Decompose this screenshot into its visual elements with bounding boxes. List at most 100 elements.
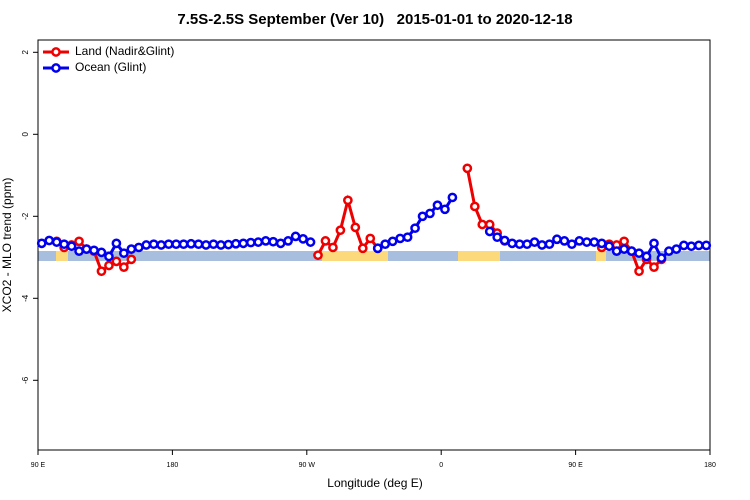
data-point: [126, 244, 137, 254]
data-point: [544, 239, 555, 250]
data-point: [596, 238, 607, 249]
data-point: [529, 237, 540, 247]
data-point: [111, 238, 122, 249]
data-point: [201, 240, 211, 250]
data-point: [372, 243, 383, 254]
data-point: [141, 240, 152, 250]
data-point: [365, 233, 376, 244]
data-point: [440, 204, 450, 215]
x-tick-label: 180: [704, 462, 716, 469]
y-axis-label: XCO2 - MLO trend (ppm): [0, 178, 14, 313]
data-point: [133, 242, 144, 253]
data-point: [156, 240, 167, 250]
data-point: [104, 251, 114, 262]
data-point: [417, 211, 428, 222]
data-point: [320, 236, 331, 246]
data-point: [253, 237, 264, 247]
data-point: [507, 238, 517, 249]
data-point: [634, 266, 644, 277]
legend-label: Land (Nadir&Glint): [75, 44, 174, 58]
data-point: [402, 232, 413, 243]
data-point: [641, 251, 652, 262]
x-axis-label: Longitude (deg E): [327, 476, 422, 490]
data-point: [178, 239, 189, 250]
data-point: [357, 243, 368, 254]
data-point: [552, 234, 562, 245]
y-tick-label: -2: [21, 212, 30, 220]
data-point: [686, 241, 697, 252]
data-point: [679, 240, 689, 251]
data-point: [656, 253, 667, 263]
data-point: [245, 237, 256, 248]
data-point: [432, 200, 443, 211]
data-point: [395, 233, 405, 244]
x-tick-label: 0: [439, 462, 443, 469]
data-point: [44, 235, 55, 246]
data-point: [74, 246, 84, 256]
data-point: [693, 240, 704, 251]
land-strip: [56, 251, 68, 261]
data-point: [559, 236, 570, 246]
data-point: [380, 239, 391, 250]
y-tick-label: -6: [21, 376, 30, 384]
data-point: [238, 238, 249, 249]
legend-marker: [51, 47, 61, 57]
data-point: [268, 236, 279, 247]
y-tick-label: -4: [21, 294, 30, 302]
data-point: [89, 245, 99, 256]
data-point: [328, 242, 338, 253]
data-point: [626, 246, 637, 256]
data-point: [74, 236, 84, 247]
data-point: [119, 262, 129, 272]
land-strip: [458, 251, 500, 261]
data-point: [634, 248, 644, 259]
land-strip: [596, 251, 606, 261]
data-point: [499, 235, 510, 246]
data-point: [589, 237, 600, 247]
data-point: [171, 239, 181, 250]
data-point: [335, 225, 346, 236]
data-point: [574, 236, 585, 246]
data-point: [350, 222, 361, 233]
data-point: [66, 241, 77, 252]
data-point: [223, 239, 234, 250]
data-point: [462, 163, 473, 174]
data-point: [51, 237, 62, 247]
data-point: [111, 256, 122, 267]
land-strip: [322, 251, 388, 261]
data-point: [104, 260, 114, 271]
data-point: [522, 239, 532, 250]
data-point: [96, 266, 107, 277]
surface-strip: [38, 251, 710, 261]
data-point: [619, 244, 629, 254]
data-point: [275, 238, 286, 249]
data-point: [581, 237, 592, 247]
data-point: [484, 226, 495, 237]
data-point: [343, 195, 353, 206]
data-point: [186, 238, 196, 249]
data-point: [410, 223, 420, 234]
data-point: [163, 239, 174, 250]
data-point: [96, 247, 107, 258]
data-point: [298, 234, 308, 244]
x-tick-label: 90 E: [568, 462, 583, 469]
data-point: [59, 239, 69, 250]
data-point: [36, 238, 47, 249]
data-point: [387, 236, 398, 247]
data-point: [216, 240, 226, 250]
data-point: [604, 241, 615, 252]
data-point: [260, 236, 271, 246]
legend-marker: [51, 63, 61, 73]
data-point: [492, 232, 503, 243]
data-point: [290, 231, 301, 242]
data-point: [671, 244, 682, 254]
data-point: [611, 246, 622, 256]
data-point: [231, 238, 241, 249]
data-point: [701, 240, 712, 251]
x-tick-label: 90 E: [31, 462, 46, 469]
chart-title: 7.5S-2.5S September (Ver 10) 2015-01-01 …: [177, 11, 572, 28]
data-point: [313, 250, 323, 261]
data-point: [208, 239, 219, 250]
